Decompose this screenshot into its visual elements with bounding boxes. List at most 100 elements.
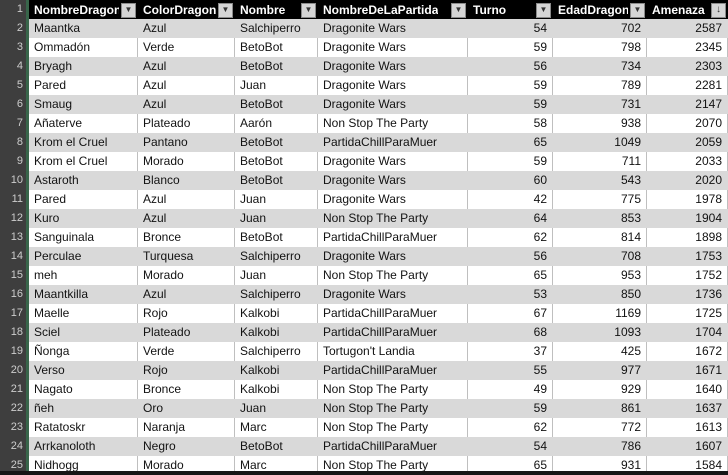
cell-Turno[interactable]: 59 [468, 76, 553, 96]
row-header[interactable]: 13 [0, 228, 29, 248]
cell-Nombre[interactable]: Salchiperro [235, 247, 318, 267]
cell-Amenaza[interactable]: 2059 [647, 133, 728, 153]
cell-Amenaza[interactable]: 2281 [647, 76, 728, 96]
cell-Nombre[interactable]: Juan [235, 399, 318, 419]
cell-Amenaza[interactable]: 1637 [647, 399, 728, 419]
row-header[interactable]: 12 [0, 209, 29, 229]
cell-Turno[interactable]: 56 [468, 247, 553, 267]
cell-Turno[interactable]: 65 [468, 456, 553, 475]
cell-NombreDragon[interactable]: Nagato [29, 380, 138, 400]
cell-NombreDragon[interactable]: Maelle [29, 304, 138, 324]
row-header[interactable]: 23 [0, 418, 29, 438]
cell-Turno[interactable]: 59 [468, 38, 553, 58]
cell-Nombre[interactable]: Salchiperro [235, 19, 318, 39]
cell-Nombre[interactable]: BetoBot [235, 171, 318, 191]
filter-dropdown-icon[interactable]: ▼ [451, 2, 466, 18]
cell-ColorDragon[interactable]: Plateado [138, 323, 235, 343]
cell-Turno[interactable]: 56 [468, 57, 553, 77]
cell-Nombre[interactable]: Salchiperro [235, 285, 318, 305]
cell-EdadDragon[interactable]: 798 [553, 38, 647, 58]
cell-NombreDragon[interactable]: Pared [29, 190, 138, 210]
cell-NombreDragon[interactable]: Ñonga [29, 342, 138, 362]
column-header-NombreDeLaPartida[interactable]: NombreDeLaPartida ▼ [318, 0, 468, 20]
cell-ColorDragon[interactable]: Azul [138, 19, 235, 39]
cell-NombreDeLaPartida[interactable]: Non Stop The Party [318, 266, 468, 286]
cell-Amenaza[interactable]: 1672 [647, 342, 728, 362]
cell-NombreDragon[interactable]: Maantka [29, 19, 138, 39]
cell-Turno[interactable]: 54 [468, 19, 553, 39]
cell-Turno[interactable]: 62 [468, 228, 553, 248]
cell-EdadDragon[interactable]: 1169 [553, 304, 647, 324]
cell-Amenaza[interactable]: 1753 [647, 247, 728, 267]
filter-dropdown-icon[interactable]: ▼ [218, 2, 233, 18]
cell-Amenaza[interactable]: 1640 [647, 380, 728, 400]
row-header[interactable]: 6 [0, 95, 29, 115]
cell-ColorDragon[interactable]: Azul [138, 76, 235, 96]
cell-Amenaza[interactable]: 1607 [647, 437, 728, 457]
cell-Nombre[interactable]: Kalkobi [235, 323, 318, 343]
cell-ColorDragon[interactable]: Azul [138, 209, 235, 229]
cell-Turno[interactable]: 62 [468, 418, 553, 438]
cell-Amenaza[interactable]: 2345 [647, 38, 728, 58]
cell-NombreDeLaPartida[interactable]: PartidaChillParaMuer [318, 361, 468, 381]
cell-NombreDeLaPartida[interactable]: Dragonite Wars [318, 57, 468, 77]
cell-EdadDragon[interactable]: 789 [553, 76, 647, 96]
cell-Nombre[interactable]: Kalkobi [235, 380, 318, 400]
row-header[interactable]: 10 [0, 171, 29, 191]
cell-Turno[interactable]: 60 [468, 171, 553, 191]
cell-EdadDragon[interactable]: 734 [553, 57, 647, 77]
cell-NombreDeLaPartida[interactable]: PartidaChillParaMuer [318, 133, 468, 153]
cell-EdadDragon[interactable]: 850 [553, 285, 647, 305]
cell-Nombre[interactable]: Kalkobi [235, 361, 318, 381]
cell-EdadDragon[interactable]: 731 [553, 95, 647, 115]
cell-Turno[interactable]: 58 [468, 114, 553, 134]
cell-Amenaza[interactable]: 1752 [647, 266, 728, 286]
cell-Nombre[interactable]: Aarón [235, 114, 318, 134]
cell-Nombre[interactable]: Marc [235, 418, 318, 438]
cell-NombreDragon[interactable]: Astaroth [29, 171, 138, 191]
sort-descending-icon[interactable]: ↓ [711, 2, 726, 18]
cell-EdadDragon[interactable]: 711 [553, 152, 647, 172]
cell-NombreDeLaPartida[interactable]: Dragonite Wars [318, 76, 468, 96]
cell-Amenaza[interactable]: 2147 [647, 95, 728, 115]
cell-NombreDragon[interactable]: Kuro [29, 209, 138, 229]
cell-Turno[interactable]: 37 [468, 342, 553, 362]
row-header[interactable]: 18 [0, 323, 29, 343]
cell-EdadDragon[interactable]: 772 [553, 418, 647, 438]
cell-ColorDragon[interactable]: Morado [138, 266, 235, 286]
cell-NombreDeLaPartida[interactable]: Non Stop The Party [318, 380, 468, 400]
cell-Turno[interactable]: 59 [468, 399, 553, 419]
cell-EdadDragon[interactable]: 861 [553, 399, 647, 419]
cell-NombreDeLaPartida[interactable]: Non Stop The Party [318, 456, 468, 475]
cell-Turno[interactable]: 55 [468, 361, 553, 381]
row-header[interactable]: 17 [0, 304, 29, 324]
cell-Amenaza[interactable]: 2303 [647, 57, 728, 77]
cell-ColorDragon[interactable]: Turquesa [138, 247, 235, 267]
cell-Nombre[interactable]: Marc [235, 456, 318, 475]
row-header[interactable]: 3 [0, 38, 29, 58]
column-header-Amenaza[interactable]: Amenaza ↓ [647, 0, 728, 20]
cell-ColorDragon[interactable]: Verde [138, 342, 235, 362]
cell-Nombre[interactable]: BetoBot [235, 133, 318, 153]
cell-Amenaza[interactable]: 2033 [647, 152, 728, 172]
cell-NombreDeLaPartida[interactable]: Tortugon't Landia [318, 342, 468, 362]
filter-dropdown-icon[interactable]: ▼ [301, 2, 316, 18]
row-header[interactable]: 20 [0, 361, 29, 381]
cell-NombreDragon[interactable]: Añaterve [29, 114, 138, 134]
cell-ColorDragon[interactable]: Bronce [138, 228, 235, 248]
cell-EdadDragon[interactable]: 543 [553, 171, 647, 191]
cell-Turno[interactable]: 64 [468, 209, 553, 229]
row-header[interactable]: 16 [0, 285, 29, 305]
cell-NombreDragon[interactable]: Ommadón [29, 38, 138, 58]
column-header-Nombre[interactable]: Nombre ▼ [235, 0, 318, 20]
row-header[interactable]: 5 [0, 76, 29, 96]
cell-ColorDragon[interactable]: Naranja [138, 418, 235, 438]
row-header[interactable]: 25 [0, 456, 29, 475]
cell-Nombre[interactable]: BetoBot [235, 95, 318, 115]
cell-ColorDragon[interactable]: Verde [138, 38, 235, 58]
cell-EdadDragon[interactable]: 1093 [553, 323, 647, 343]
cell-NombreDragon[interactable]: Ratatoskr [29, 418, 138, 438]
cell-Amenaza[interactable]: 1904 [647, 209, 728, 229]
cell-NombreDeLaPartida[interactable]: Non Stop The Party [318, 209, 468, 229]
row-header[interactable]: 11 [0, 190, 29, 210]
